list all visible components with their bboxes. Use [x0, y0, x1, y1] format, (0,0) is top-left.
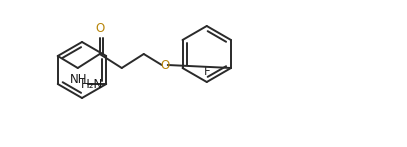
Text: O: O [160, 59, 169, 71]
Text: O: O [95, 22, 104, 35]
Text: F: F [204, 65, 210, 78]
Text: H₂N: H₂N [81, 77, 103, 91]
Text: NH: NH [70, 73, 88, 86]
